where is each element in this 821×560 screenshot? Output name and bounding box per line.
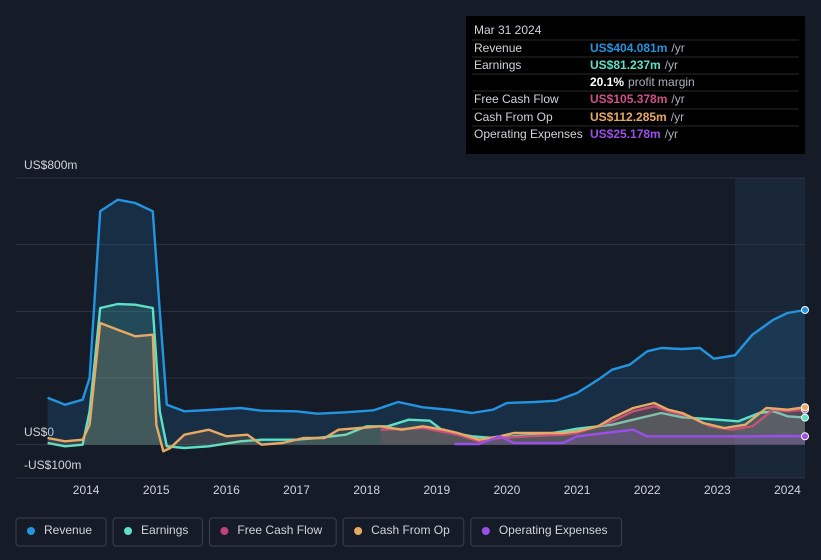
series-line — [380, 405, 806, 443]
x-tick-label: 2018 — [353, 483, 380, 497]
series-area — [454, 429, 805, 445]
tooltip-value: 20.1% profit margin — [590, 75, 695, 89]
end-point — [801, 403, 809, 412]
legend-box — [15, 517, 107, 547]
tooltip-label: Operating Expenses — [474, 127, 583, 141]
tooltip-value-number: US$404.081m — [590, 41, 667, 55]
tooltip-value: US$112.285m/yr — [590, 110, 684, 124]
x-tick-label: 2023 — [704, 483, 731, 497]
legend-item[interactable]: Operating Expenses — [470, 517, 623, 547]
legend-label: Cash From Op — [371, 523, 450, 537]
legend-item[interactable]: Revenue — [15, 517, 107, 547]
x-tick-label: 2020 — [494, 483, 521, 497]
legend-dot — [27, 527, 35, 535]
legend-dot — [354, 527, 363, 535]
legend-item[interactable]: Free Cash Flow — [208, 517, 337, 547]
tooltip-box — [466, 16, 805, 154]
y-tick-label: US$800m — [24, 158, 77, 172]
legend-label: Operating Expenses — [499, 523, 608, 537]
series-area — [47, 304, 806, 448]
tooltip-value-number: US$25.178m — [590, 127, 661, 141]
y-tick-label: US$0 — [24, 425, 54, 439]
tooltip-value-number: US$112.285m — [590, 110, 667, 124]
series-line — [454, 428, 806, 446]
tooltip-value: US$105.378m/yr — [590, 92, 685, 106]
y-tick-label: -US$100m — [24, 458, 81, 472]
tooltip-unit: /yr — [671, 92, 684, 106]
x-tick-label: 2019 — [423, 483, 450, 497]
series-line — [47, 321, 806, 453]
tooltip-unit: /yr — [671, 41, 684, 55]
tooltip-unit: /yr — [665, 127, 678, 141]
legend-label: Free Cash Flow — [237, 523, 322, 537]
tooltip-label: Earnings — [474, 58, 521, 72]
tooltip-unit: /yr — [665, 58, 678, 72]
legend-item[interactable]: Cash From Op — [342, 517, 465, 547]
x-tick-label: 2016 — [213, 483, 240, 497]
series-line — [47, 198, 806, 415]
end-point — [801, 305, 809, 314]
x-tick-label: 2021 — [564, 483, 591, 497]
x-tick-label: 2017 — [283, 483, 310, 497]
tooltip-value: US$404.081m/yr — [590, 41, 685, 55]
legend-box — [112, 517, 203, 547]
tooltip-value-number: 20.1% — [590, 75, 624, 89]
tooltip-label: Revenue — [474, 41, 522, 55]
legend-dot — [124, 527, 133, 535]
tooltip-label: Free Cash Flow — [474, 92, 559, 106]
x-tick-label: 2024 — [774, 483, 801, 497]
tooltip-unit: /yr — [671, 110, 684, 124]
end-point — [801, 413, 809, 422]
legend-item[interactable]: Earnings — [112, 517, 203, 547]
tooltip-date: Mar 31 2024 — [474, 23, 542, 37]
legend-dot — [220, 527, 229, 535]
series-line — [47, 302, 806, 450]
tooltip-value: US$25.178m/yr — [590, 127, 678, 141]
legend-box — [208, 517, 337, 547]
legend-dot — [481, 527, 490, 535]
legend-label: Earnings — [141, 523, 188, 537]
tooltip-value: US$81.237m/yr — [590, 58, 678, 72]
tooltip-unit: profit margin — [628, 75, 695, 89]
legend-label: Revenue — [44, 523, 92, 537]
x-tick-label: 2014 — [73, 483, 100, 497]
tooltip-value-number: US$105.378m — [590, 92, 667, 106]
series-area — [380, 406, 805, 445]
end-point — [801, 432, 809, 441]
series-area — [47, 323, 806, 452]
tooltip-value-number: US$81.237m — [590, 58, 661, 72]
legend-box — [342, 517, 465, 547]
tooltip-label: Cash From Op — [474, 110, 553, 124]
legend-box — [470, 517, 623, 547]
x-tick-label: 2015 — [143, 483, 170, 497]
series-area — [47, 199, 806, 445]
x-tick-label: 2022 — [634, 483, 661, 497]
